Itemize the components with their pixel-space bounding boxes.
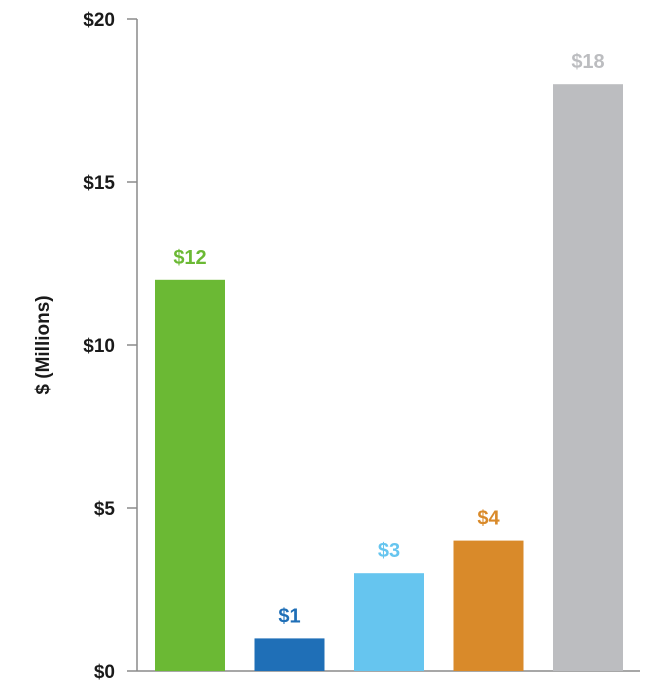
bar	[354, 573, 424, 671]
y-tick-label: $15	[83, 173, 115, 194]
bar	[453, 540, 524, 671]
bar	[553, 84, 623, 671]
data-label: $4	[477, 508, 500, 530]
data-label: $12	[173, 247, 206, 269]
bars	[155, 84, 623, 671]
y-tick-label: $20	[83, 10, 115, 31]
y-tick-label: $5	[94, 499, 116, 520]
data-label: $1	[278, 605, 300, 627]
y-axis-label: $ (Millions)	[33, 295, 54, 394]
data-label: $18	[571, 51, 604, 73]
y-tick-label: $0	[94, 662, 115, 683]
bar	[254, 638, 325, 671]
bar	[155, 279, 225, 671]
y-tick-label: $10	[83, 336, 115, 357]
data-label: $3	[378, 540, 400, 562]
data-labels: $12 $1 $3 $4 $18	[173, 51, 604, 627]
y-axis: $0 $5 $10 $15 $20	[83, 10, 138, 683]
